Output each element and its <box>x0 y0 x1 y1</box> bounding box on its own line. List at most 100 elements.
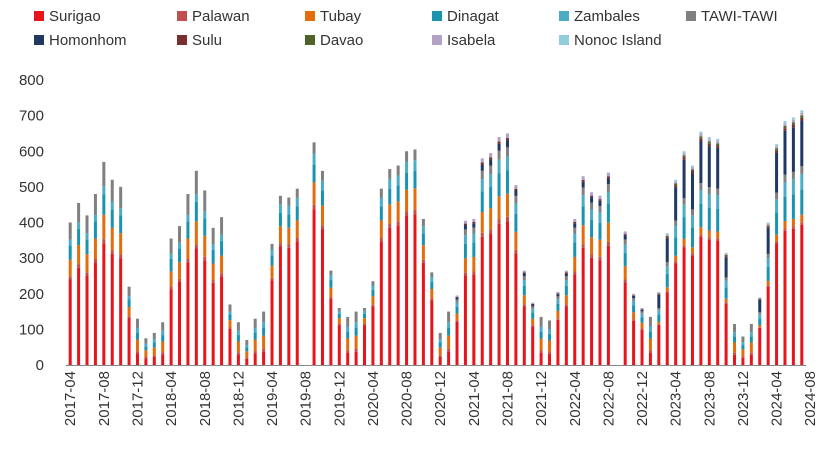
bar-segment <box>119 215 123 234</box>
bar-segment <box>606 176 610 179</box>
bar-segment <box>421 262 425 365</box>
bar-segment <box>590 202 594 210</box>
y-tick-label: 800 <box>19 72 44 89</box>
bar-stack <box>337 308 341 365</box>
x-tick-label: 2020-04 <box>365 371 382 426</box>
bar-segment <box>648 326 652 332</box>
bar-segment <box>556 303 560 311</box>
bar-segment <box>463 229 467 236</box>
bar-segment <box>699 131 703 134</box>
bar-stack <box>430 272 434 365</box>
bar-segment <box>245 351 249 358</box>
legend-item: Surigao <box>34 8 101 25</box>
bar-segment <box>590 257 594 365</box>
bar-stack <box>278 195 282 365</box>
bar-segment <box>169 289 173 365</box>
bar-segment <box>766 266 770 281</box>
bar-segment <box>438 339 442 343</box>
bar-segment <box>152 347 156 356</box>
bar-segment <box>775 144 779 147</box>
bar-segment <box>522 304 526 307</box>
bar-segment <box>783 125 787 129</box>
legend-item: TAWI-TAWI <box>686 8 778 25</box>
bar-segment <box>749 336 753 343</box>
bar-segment <box>699 234 703 237</box>
bar-segment <box>312 204 316 210</box>
bar-segment <box>236 354 240 365</box>
bar-segment <box>522 270 526 273</box>
bar-segment <box>245 358 249 365</box>
bar-segment <box>665 238 669 263</box>
legend-label: Nonoc Island <box>574 32 662 49</box>
bar-segment <box>295 206 299 221</box>
bar-segment <box>690 165 694 168</box>
bar-segment <box>228 304 232 312</box>
bar-segment <box>329 280 333 288</box>
bar-segment <box>623 266 627 280</box>
bar-segment <box>363 308 367 311</box>
bar-segment <box>775 150 779 153</box>
bar-segment <box>102 239 106 244</box>
bar-segment <box>640 329 644 365</box>
bar-segment <box>791 117 795 120</box>
bar-segment <box>505 216 509 222</box>
bar-segment <box>278 195 282 205</box>
bar-segment <box>758 297 762 298</box>
bar-segment <box>682 157 686 160</box>
bar-segment <box>68 259 72 277</box>
bar-stack <box>346 316 350 365</box>
bar-segment <box>253 339 257 352</box>
bar-segment <box>783 221 787 229</box>
bar-segment <box>497 223 501 365</box>
bar-segment <box>505 170 509 194</box>
bar-segment <box>278 204 282 213</box>
bar-segment <box>632 293 636 296</box>
bar-segment <box>85 233 89 240</box>
bar-segment <box>236 330 240 336</box>
bar-segment <box>287 227 291 245</box>
bar-segment <box>531 326 535 365</box>
bar-segment <box>329 298 333 365</box>
bar-segment <box>396 225 400 365</box>
bar-segment <box>480 232 484 237</box>
bar-segment <box>93 258 97 263</box>
bar-segment <box>119 186 123 209</box>
bar-segment <box>186 238 190 259</box>
bar-segment <box>522 306 526 365</box>
bar-segment <box>186 221 190 239</box>
bar-segment <box>581 176 585 180</box>
bar-segment <box>758 327 762 365</box>
bar-segment <box>405 211 409 216</box>
bar-stack <box>657 291 661 365</box>
bar-segment <box>371 289 375 297</box>
bar-segment <box>724 256 728 258</box>
bar-segment <box>489 229 493 234</box>
bar-segment <box>590 197 594 203</box>
bar-segment <box>354 351 358 365</box>
bar-segment <box>657 294 661 295</box>
bar-segment <box>346 331 350 339</box>
bar-segment <box>110 209 114 228</box>
bar-segment <box>135 332 139 340</box>
bar-segment <box>354 322 358 328</box>
bar-segment <box>430 277 434 282</box>
bar-segment <box>455 297 459 300</box>
bar-segment <box>640 309 644 312</box>
bar-segment <box>766 225 770 227</box>
bar-segment <box>396 165 400 176</box>
bar-segment <box>657 310 661 315</box>
bar-segment <box>312 209 316 365</box>
bar-segment <box>228 320 232 328</box>
bar-stack <box>220 217 224 365</box>
bar-segment <box>564 270 568 273</box>
bar-segment <box>152 342 156 348</box>
x-tick-label: 2019-04 <box>264 371 281 426</box>
bar-segment <box>514 195 518 204</box>
bar-segment <box>77 222 81 229</box>
bar-segment <box>472 221 476 224</box>
bar-segment <box>556 296 560 300</box>
bar-stack <box>262 311 266 365</box>
bar-segment <box>690 215 694 228</box>
legend-label: Dinagat <box>447 8 500 25</box>
bar-segment <box>203 211 207 219</box>
